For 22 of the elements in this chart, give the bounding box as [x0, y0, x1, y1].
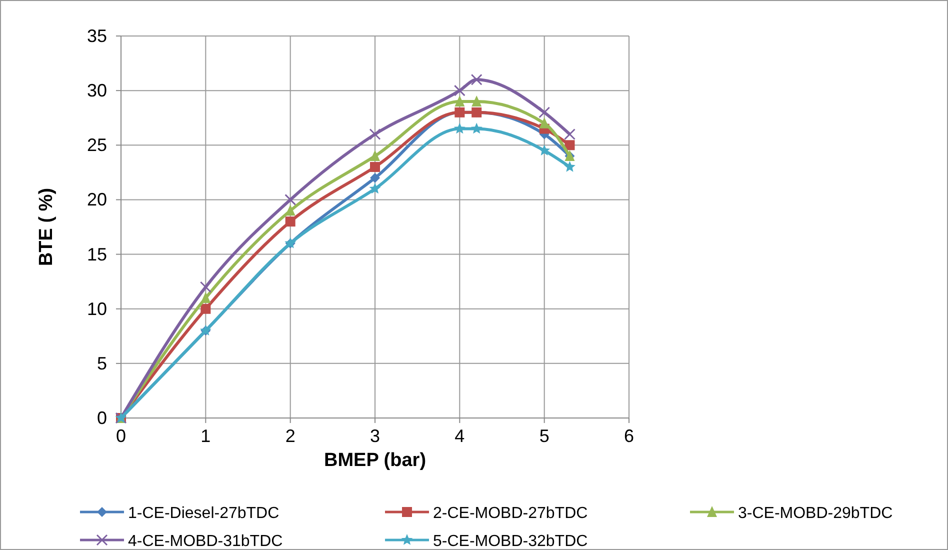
legend-label: 1-CE-Diesel-27bTDC: [128, 505, 280, 522]
x-tick-label: 3: [370, 426, 380, 446]
x-tick-label: 0: [116, 426, 126, 446]
y-tick-label: 5: [96, 353, 107, 374]
x-tick-label: 2: [285, 426, 296, 446]
y-tick-label: 35: [86, 26, 107, 46]
legend-label: 2-CE-MOBD-27bTDC: [433, 505, 588, 522]
legend-label: 5-CE-MOBD-32bTDC: [433, 533, 588, 550]
y-axis-title: BTE ( %): [36, 188, 57, 266]
x-tick-label: 4: [454, 426, 465, 446]
legend-label: 3-CE-MOBD-29bTDC: [738, 505, 893, 522]
y-tick-label: 10: [86, 298, 107, 319]
y-tick-label: 0: [96, 408, 107, 428]
y-tick-label: 30: [86, 80, 107, 101]
y-tick-label: 25: [86, 135, 107, 156]
y-tick-label: 20: [86, 190, 107, 210]
x-axis-title: BMEP (bar): [324, 450, 426, 471]
legend-label: 4-CE-MOBD-31bTDC: [128, 533, 283, 550]
x-tick-label: 5: [539, 426, 550, 446]
y-tick-label: 15: [86, 244, 107, 264]
x-tick-label: 1: [200, 426, 211, 446]
x-tick-label: 6: [624, 426, 634, 446]
